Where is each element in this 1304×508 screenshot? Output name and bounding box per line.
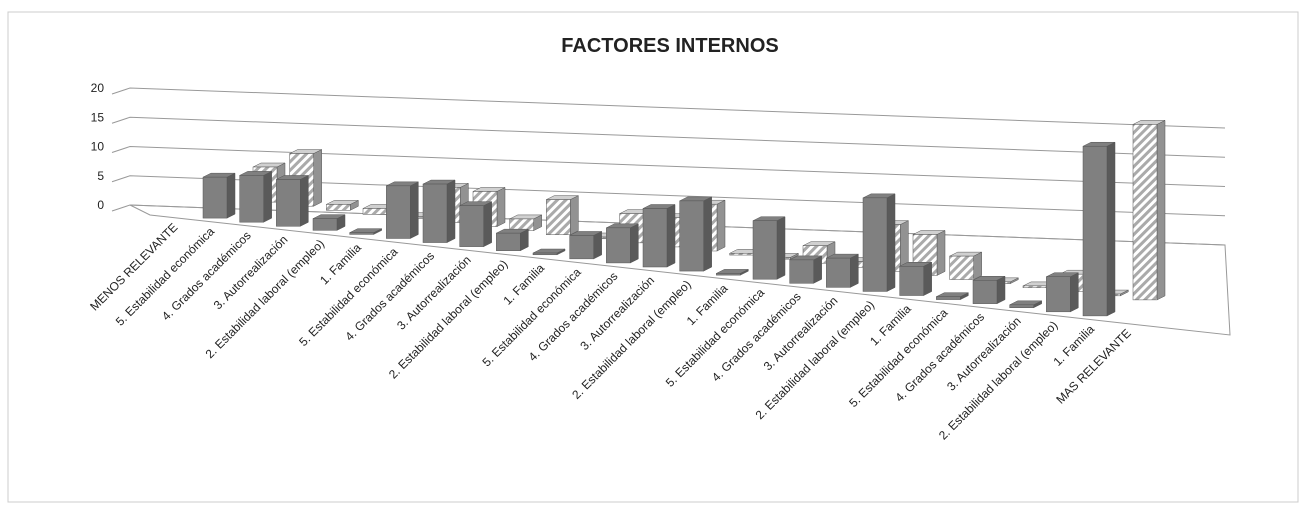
grid-line [111,87,1226,129]
grid-line [111,145,1226,187]
bar [202,176,228,219]
bar-side [313,149,322,207]
bar [1009,304,1034,308]
bar [679,200,704,272]
bar [569,235,594,260]
bar [532,252,558,256]
bar-side [446,179,456,243]
bar-side [923,261,932,296]
bar [1132,124,1158,301]
y-tick-label: 20 [91,81,105,95]
bar [716,273,741,276]
bar [276,179,301,227]
chart-title: FACTORES INTERNOS [561,35,778,57]
bar [326,204,351,211]
bar-side [776,216,786,280]
bar [312,218,338,231]
bar-side [850,253,859,288]
bar [899,266,924,296]
bar-side [483,201,492,248]
bar-side [1106,141,1116,317]
bar [972,280,998,304]
bar [1082,145,1108,317]
bar [789,259,814,284]
y-tick-label: 0 [97,198,104,212]
bar-side [226,172,236,219]
bar [496,232,521,251]
bar [752,220,778,280]
bar-side [703,196,712,272]
grid-line [111,116,1226,158]
bar [362,208,388,215]
y-tick-label: 10 [91,140,105,154]
bar-side [1070,272,1079,313]
bar [826,257,851,288]
bar [349,232,374,235]
floor [129,204,1231,336]
bar-side [813,255,822,284]
grid-line [111,175,1226,217]
bar-side [936,230,946,276]
bar-side [973,251,982,280]
bar [386,185,411,239]
bar [862,197,888,292]
bar-side [996,275,1006,305]
bar [729,253,754,256]
bar [239,175,264,223]
bar-side [716,199,726,252]
bar-side [570,195,579,236]
bar [422,183,448,243]
bar [642,208,668,268]
bar-side [886,193,896,292]
bar [1022,285,1048,288]
bar-side [496,187,506,227]
y-tick-label: 5 [97,169,104,183]
bar [509,218,534,231]
bar [949,255,974,280]
bar-side [263,170,272,223]
bar-side [410,181,419,239]
bar-side [1156,119,1166,301]
bar-side [630,223,639,264]
bar [606,227,631,264]
bar [459,205,484,247]
bar-side [300,175,309,227]
bar [936,296,961,300]
bar-side [593,231,602,260]
bar-side [666,204,676,268]
y-tick-label: 15 [91,110,105,124]
bar [1046,276,1071,313]
bar [546,199,571,235]
